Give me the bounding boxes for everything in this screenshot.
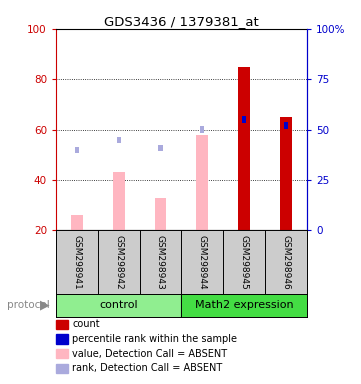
Bar bbox=[117, 137, 121, 143]
Bar bbox=[75, 147, 79, 153]
Bar bbox=[71, 215, 83, 230]
Text: GSM298945: GSM298945 bbox=[240, 235, 249, 290]
Bar bbox=[181, 294, 307, 317]
Bar bbox=[56, 294, 181, 317]
Bar bbox=[158, 145, 162, 151]
Bar bbox=[196, 135, 208, 230]
Bar bbox=[242, 116, 246, 122]
Bar bbox=[284, 122, 288, 129]
Bar bbox=[200, 126, 204, 133]
Text: GSM298943: GSM298943 bbox=[156, 235, 165, 290]
Text: Math2 expression: Math2 expression bbox=[195, 300, 293, 310]
Text: GSM298944: GSM298944 bbox=[198, 235, 207, 290]
Bar bbox=[155, 198, 166, 230]
Text: rank, Detection Call = ABSENT: rank, Detection Call = ABSENT bbox=[72, 363, 222, 373]
Bar bbox=[238, 66, 250, 230]
Text: GSM298946: GSM298946 bbox=[282, 235, 291, 290]
Text: percentile rank within the sample: percentile rank within the sample bbox=[72, 334, 237, 344]
Text: protocol: protocol bbox=[7, 300, 50, 310]
Text: count: count bbox=[72, 319, 100, 329]
Text: value, Detection Call = ABSENT: value, Detection Call = ABSENT bbox=[72, 349, 227, 359]
Bar bbox=[280, 117, 292, 230]
Text: control: control bbox=[99, 300, 138, 310]
Text: ▶: ▶ bbox=[40, 299, 50, 312]
Title: GDS3436 / 1379381_at: GDS3436 / 1379381_at bbox=[104, 15, 259, 28]
Bar bbox=[113, 172, 125, 230]
Text: GSM298941: GSM298941 bbox=[72, 235, 81, 290]
Text: GSM298942: GSM298942 bbox=[114, 235, 123, 290]
